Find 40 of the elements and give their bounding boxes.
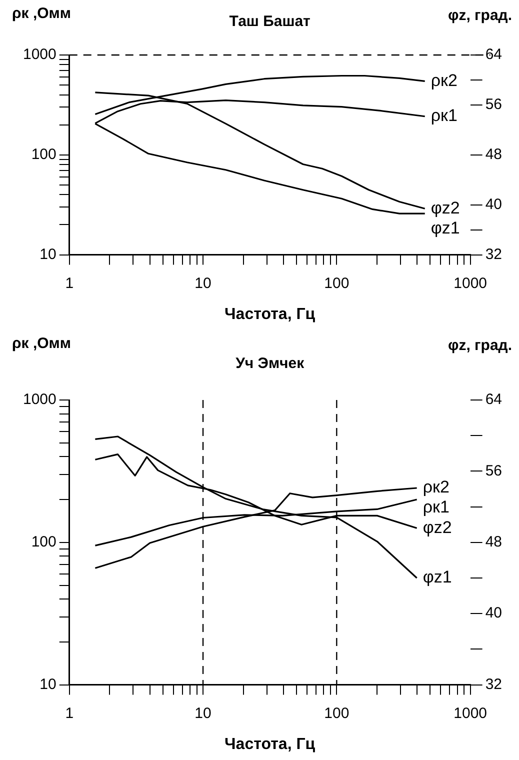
y2-tick-label: 56 — [485, 96, 502, 114]
x-axis-title: Частота, Гц — [224, 736, 316, 753]
legend-label: φz1 — [422, 568, 452, 587]
y-tick-label: 1000 — [22, 391, 56, 408]
y-tick-label: 1000 — [22, 46, 56, 64]
x-tick-label: 10 — [194, 274, 212, 292]
y-axis-title: ρк ,Омм — [12, 5, 71, 22]
y2-tick-label: 48 — [485, 534, 502, 551]
legend-label: ρк1 — [422, 498, 450, 517]
chart-title: Таш Башат — [229, 13, 310, 30]
series-label: ρк2 — [422, 478, 450, 497]
y2-tick-label: 40 — [485, 196, 502, 213]
x-tick-label: 1 — [65, 274, 74, 292]
y-tick-label: 10 — [40, 676, 56, 693]
y-tick-label: 100 — [31, 534, 56, 551]
legend-label: φz1 — [430, 218, 460, 238]
x-tick-label: 100 — [324, 704, 350, 722]
y2-tick-label: 56 — [485, 462, 502, 480]
x-tick-label: 100 — [324, 274, 350, 292]
legend-label: ρк2 — [430, 70, 458, 90]
y2-tick-label: 32 — [485, 676, 502, 693]
y-tick-label: 100 — [31, 146, 56, 164]
y2-tick-label: 64 — [485, 391, 502, 408]
series-label: φz2 — [422, 518, 452, 537]
x-tick-label: 1 — [65, 704, 74, 722]
y2-tick-label: 48 — [485, 146, 502, 164]
legend-label: φz2 — [430, 198, 460, 218]
chart-title: Уч Эмчек — [236, 355, 305, 372]
x-tick-label: 1000 — [454, 704, 488, 722]
legend-label: ρк1 — [430, 106, 458, 126]
y-axis-title: ρк ,Омм — [12, 335, 71, 352]
y-tick-label: 10 — [40, 246, 56, 263]
x-axis-title: Частота, Гц — [224, 306, 316, 323]
y2-tick-label: 64 — [485, 46, 502, 64]
x-tick-label: 1000 — [454, 274, 488, 292]
y2-axis-title: φz, град. — [448, 337, 512, 354]
y2-tick-label: 32 — [485, 246, 502, 263]
y2-axis-title: φz, град. — [448, 7, 512, 24]
y2-tick-label: 40 — [485, 604, 502, 622]
x-tick-label: 10 — [194, 704, 212, 722]
